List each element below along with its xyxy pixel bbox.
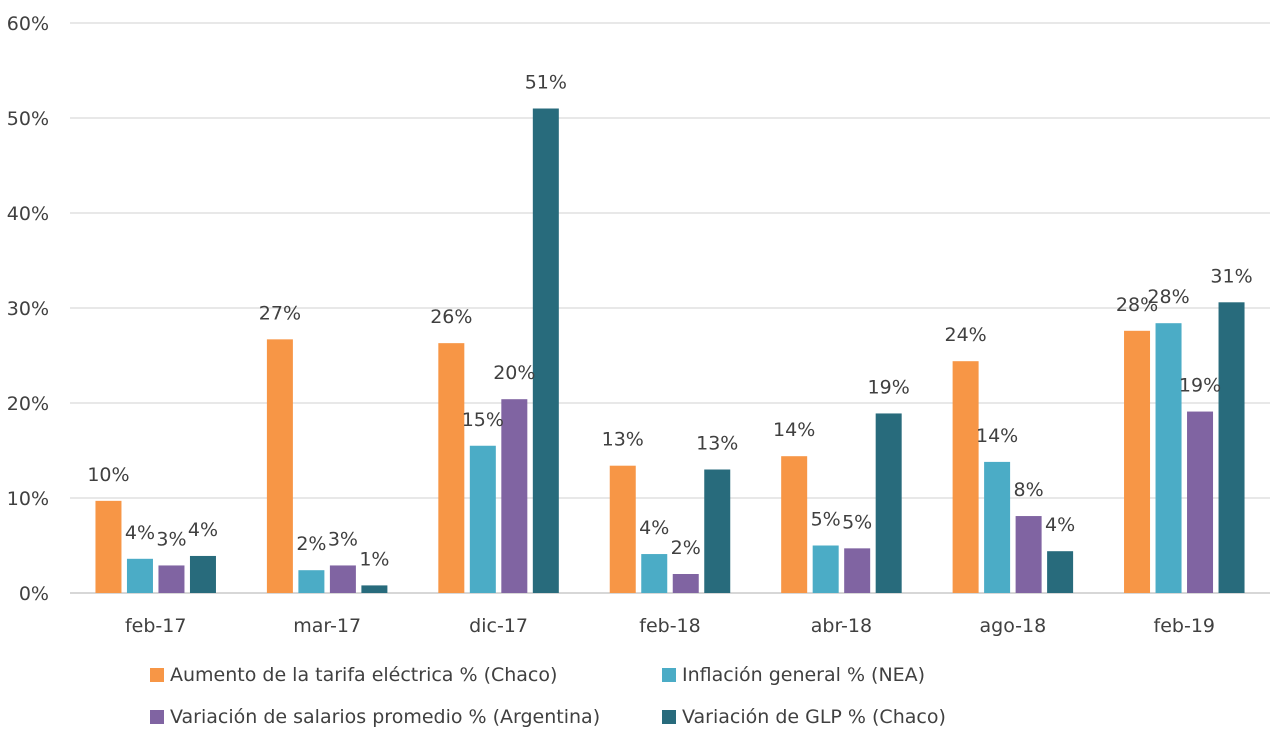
x-tick-label: ago-18 xyxy=(979,615,1046,637)
data-label: 4% xyxy=(639,517,669,539)
data-label: 24% xyxy=(944,324,986,346)
bar xyxy=(875,413,902,593)
data-label: 13% xyxy=(696,433,738,455)
legend-label-series-1: Aumento de la tarifa eléctrica % (Chaco) xyxy=(170,664,558,686)
bar xyxy=(781,456,808,593)
data-label: 5% xyxy=(842,511,872,533)
data-label: 4% xyxy=(1045,514,1075,536)
y-tick-label: 50% xyxy=(7,108,49,130)
bar xyxy=(609,465,636,593)
data-label: 14% xyxy=(773,419,815,441)
legend-label-series-3: Variación de salarios promedio % (Argent… xyxy=(170,706,601,728)
data-labels: 10%4% 3% 4%27%2% 3%1%26%15%20%51%13%4%2%13%… xyxy=(87,72,1252,571)
bar xyxy=(298,570,325,593)
legend-swatch-series-3 xyxy=(150,710,164,724)
bar-chart: 0%10%20%30%40%50%60% 10%4% 3% 4%27%2% 3%1%2… xyxy=(7,13,1270,637)
data-label: 19% xyxy=(868,376,910,398)
bar xyxy=(266,339,293,593)
data-label: 13% xyxy=(602,429,644,451)
bar xyxy=(438,343,465,593)
data-label: 2% xyxy=(671,537,701,559)
bar xyxy=(952,361,979,593)
bars xyxy=(95,108,1245,593)
bar xyxy=(501,399,528,593)
y-tick-label: 30% xyxy=(7,298,49,320)
data-label: 10% xyxy=(87,464,129,486)
data-label: 8% xyxy=(1014,479,1044,501)
data-label: 31% xyxy=(1210,265,1252,287)
y-tick-label: 20% xyxy=(7,393,49,415)
x-tick-label: feb-17 xyxy=(125,615,186,637)
legend-swatch-series-1 xyxy=(150,668,164,682)
data-label: 14% xyxy=(976,425,1018,447)
bar xyxy=(95,500,122,593)
bar xyxy=(126,558,153,593)
data-label: 3% xyxy=(328,528,358,550)
data-label: 3% xyxy=(156,528,186,550)
bar xyxy=(704,469,731,593)
data-label: 4% xyxy=(188,519,218,541)
gridlines xyxy=(70,22,1270,594)
bar xyxy=(1218,302,1245,593)
bar xyxy=(984,461,1011,593)
data-label: 28% xyxy=(1147,286,1189,308)
data-label: 19% xyxy=(1179,375,1221,397)
bar xyxy=(1047,551,1074,593)
bar xyxy=(844,548,871,593)
legend-item-series-3: Variación de salarios promedio % (Argent… xyxy=(150,706,600,728)
data-label: 27% xyxy=(259,302,301,324)
x-axis: feb-17 mar-17 dic-17 feb-18 abr-18 ago-18 feb-… xyxy=(125,615,1215,637)
legend-label-series-4: Variación de GLP % (Chaco) xyxy=(682,706,946,728)
data-label: 51% xyxy=(525,72,567,94)
y-tick-label: 40% xyxy=(7,203,49,225)
legend-swatch-series-2 xyxy=(662,668,676,682)
data-label: 1% xyxy=(359,548,389,570)
bar xyxy=(1187,411,1214,593)
legend-item-series-4: Variación de GLP % (Chaco) xyxy=(662,706,946,728)
legend-item-series-2: Inflación general % (NEA) xyxy=(662,664,925,686)
y-tick-label: 0% xyxy=(19,583,49,605)
data-label: 5% xyxy=(811,509,841,531)
data-label: 2% xyxy=(296,533,326,555)
legend-swatch-series-4 xyxy=(662,710,676,724)
data-label: 4% xyxy=(125,522,155,544)
x-tick-label: feb-18 xyxy=(639,615,700,637)
bar xyxy=(158,565,185,593)
y-tick-label: 10% xyxy=(7,488,49,510)
x-tick-label: feb-19 xyxy=(1154,615,1215,637)
y-tick-label: 60% xyxy=(7,13,49,35)
bar xyxy=(672,574,699,593)
bar xyxy=(469,445,496,593)
bar xyxy=(1124,330,1151,593)
x-tick-label: mar-17 xyxy=(293,615,361,637)
bar xyxy=(329,565,356,593)
data-label: 15% xyxy=(462,409,504,431)
y-axis: 0% 10% 20% 30% 40% 50% 60% xyxy=(7,13,49,605)
data-label: 28% xyxy=(1116,294,1158,316)
bar xyxy=(361,585,388,593)
bar xyxy=(189,555,216,593)
bar xyxy=(812,545,839,593)
x-tick-label: dic-17 xyxy=(469,615,528,637)
data-label: 26% xyxy=(430,306,472,328)
data-label: 20% xyxy=(493,362,535,384)
bar xyxy=(1155,323,1182,593)
bar xyxy=(532,108,559,593)
x-tick-label: abr-18 xyxy=(811,615,872,637)
legend-label-series-2: Inflación general % (NEA) xyxy=(682,664,926,686)
bar xyxy=(1015,516,1042,593)
legend-item-series-1: Aumento de la tarifa eléctrica % (Chaco) xyxy=(150,664,557,686)
bar xyxy=(641,554,668,593)
